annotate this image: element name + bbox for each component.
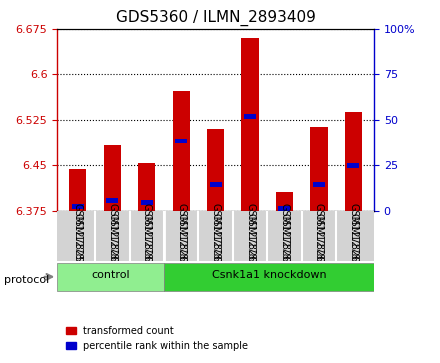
Bar [207, 129, 224, 211]
Text: GSM1278260: GSM1278260 [107, 203, 117, 269]
Text: GSM1278267: GSM1278267 [348, 203, 358, 269]
Text: GSM1278264: GSM1278264 [245, 203, 255, 269]
Bar [310, 127, 327, 211]
Bar [347, 163, 359, 168]
Title: GDS5360 / ILMN_2893409: GDS5360 / ILMN_2893409 [116, 10, 315, 26]
Text: GSM1278265: GSM1278265 [279, 203, 290, 269]
Bar [313, 182, 325, 187]
FancyBboxPatch shape [164, 263, 374, 291]
Bar [279, 206, 290, 211]
Text: GSM1278264: GSM1278264 [245, 213, 255, 278]
Text: protocol: protocol [4, 275, 50, 285]
Text: GSM1278260: GSM1278260 [107, 213, 117, 278]
Bar [242, 38, 259, 211]
Bar [209, 182, 222, 187]
Bar [72, 204, 84, 209]
Text: GSM1278263: GSM1278263 [211, 213, 220, 278]
Bar [345, 112, 362, 211]
Legend: transformed count, percentile rank within the sample: transformed count, percentile rank withi… [62, 322, 252, 355]
Text: GSM1278262: GSM1278262 [176, 203, 186, 269]
Text: GSM1278266: GSM1278266 [314, 203, 324, 269]
Text: GSM1278263: GSM1278263 [211, 203, 220, 269]
Text: GSM1278267: GSM1278267 [348, 213, 358, 278]
Text: GSM1278259: GSM1278259 [73, 213, 83, 278]
Bar [69, 170, 87, 211]
Text: GSM1278265: GSM1278265 [279, 213, 290, 278]
Bar [104, 144, 121, 211]
Text: GSM1278261: GSM1278261 [142, 213, 152, 278]
FancyBboxPatch shape [57, 263, 164, 291]
Bar [244, 114, 256, 119]
Text: control: control [91, 270, 130, 280]
Bar [106, 198, 118, 203]
Text: GSM1278262: GSM1278262 [176, 213, 186, 278]
Bar [138, 163, 155, 211]
Bar [276, 192, 293, 211]
Text: GSM1278261: GSM1278261 [142, 203, 152, 269]
Bar [141, 200, 153, 205]
Bar [175, 139, 187, 143]
Bar [172, 91, 190, 211]
Text: Csnk1a1 knockdown: Csnk1a1 knockdown [212, 270, 326, 280]
Text: GSM1278259: GSM1278259 [73, 203, 83, 269]
Text: GSM1278266: GSM1278266 [314, 213, 324, 278]
